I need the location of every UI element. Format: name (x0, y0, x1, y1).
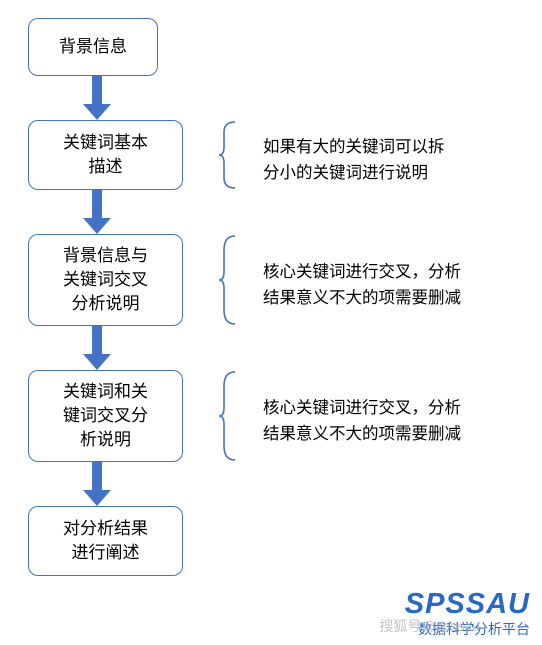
flow-node-n1: 背景信息 (28, 18, 158, 76)
flow-node-n2: 关键词基本描述 (28, 120, 183, 190)
watermark-overlay: 搜狐号@spssau (379, 616, 480, 636)
brace-2 (218, 370, 238, 467)
flow-arrow (83, 462, 111, 506)
flow-arrow (83, 326, 111, 370)
flow-arrow (83, 76, 111, 120)
flow-node-n3: 背景信息与关键词交叉分析说明 (28, 234, 183, 326)
flow-node-n5: 对分析结果进行阐述 (28, 506, 183, 576)
flow-node-n4: 关键词和关键词交叉分析说明 (28, 370, 183, 462)
brace-0 (218, 120, 238, 195)
annotation-1: 核心关键词进行交叉，分析结果意义不大的项需要删减 (263, 260, 461, 311)
annotation-0: 如果有大的关键词可以拆分小的关键词进行说明 (263, 135, 445, 186)
brace-1 (218, 234, 238, 331)
annotation-2: 核心关键词进行交叉，分析结果意义不大的项需要删减 (263, 396, 461, 447)
flow-arrow (83, 190, 111, 234)
